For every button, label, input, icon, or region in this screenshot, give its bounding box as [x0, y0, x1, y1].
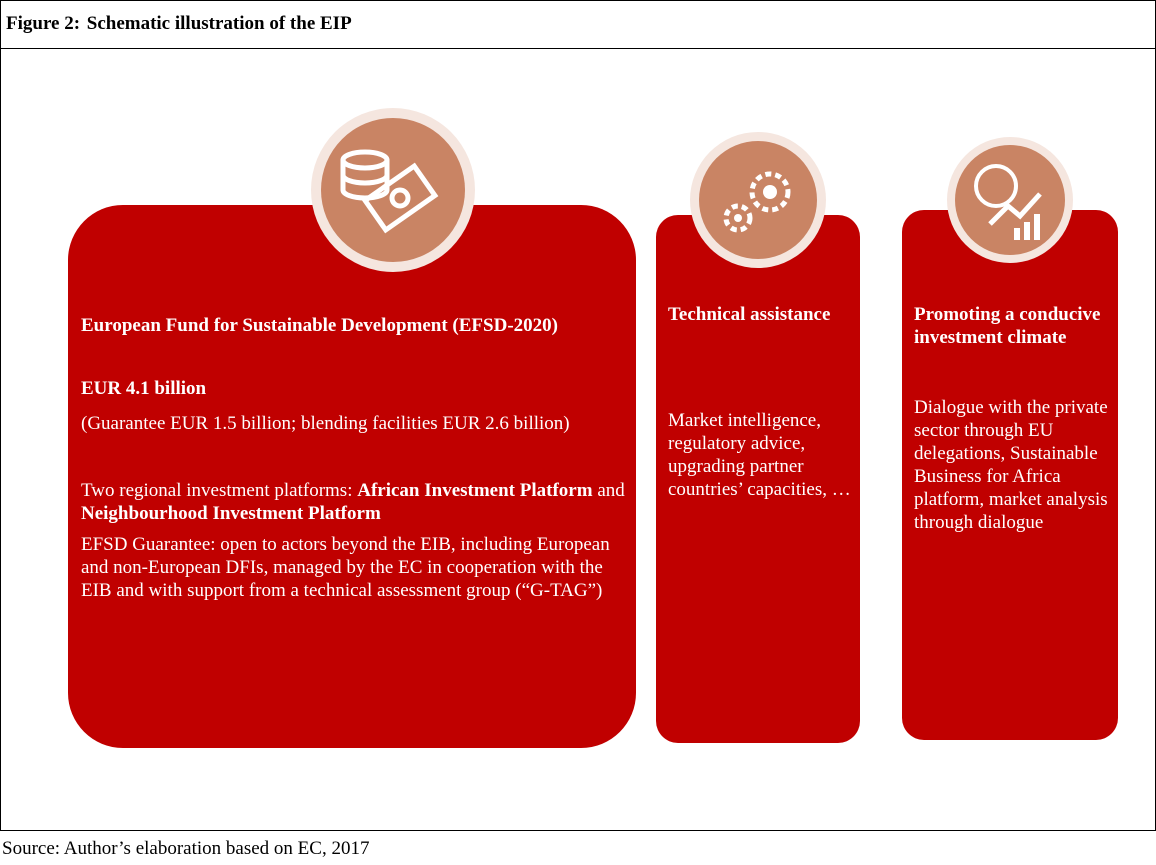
- figure-label: Figure 2:: [6, 13, 81, 34]
- header: Figure 2: Schematic illustration of the …: [6, 13, 352, 35]
- technical-title: Technical assistance: [668, 304, 831, 325]
- icon-money: [311, 108, 475, 272]
- technical-body: Market intelligence, regulatory advice, …: [668, 410, 851, 500]
- box-climate: [902, 210, 1118, 740]
- climate-text: Promoting a conducive investment climate…: [914, 303, 1114, 534]
- platforms-text: Two regional investment platforms:: [81, 480, 358, 501]
- platforms-text: and: [592, 480, 625, 501]
- box-technical: [656, 215, 860, 743]
- source: Source: Author’s elaboration based on EC…: [2, 838, 370, 859]
- platform-african: African Investment Platform: [357, 480, 593, 501]
- icon-globe-growth: [947, 137, 1073, 263]
- efsd-title: European Fund for Sustainable Developmen…: [81, 315, 558, 336]
- efsd-text: European Fund for Sustainable Developmen…: [81, 314, 626, 602]
- efsd-amount: EUR 4.1 billion: [81, 378, 207, 399]
- figure-title: Schematic illustration of the EIP: [86, 13, 352, 34]
- platform-neighbourhood: Neighbourhood Investment Platform: [81, 503, 381, 524]
- efsd-guarantee: EFSD Guarantee: open to actors beyond th…: [81, 534, 610, 601]
- climate-body: Dialogue with the private sector through…: [914, 397, 1108, 533]
- climate-title: Promoting a conducive investment climate: [914, 304, 1101, 348]
- icon-gears: [690, 132, 826, 268]
- technical-text: Technical assistance Market intelligence…: [668, 303, 856, 501]
- efsd-breakdown: (Guarantee EUR 1.5 billion; blending fac…: [81, 413, 570, 434]
- box-efsd: [68, 205, 636, 748]
